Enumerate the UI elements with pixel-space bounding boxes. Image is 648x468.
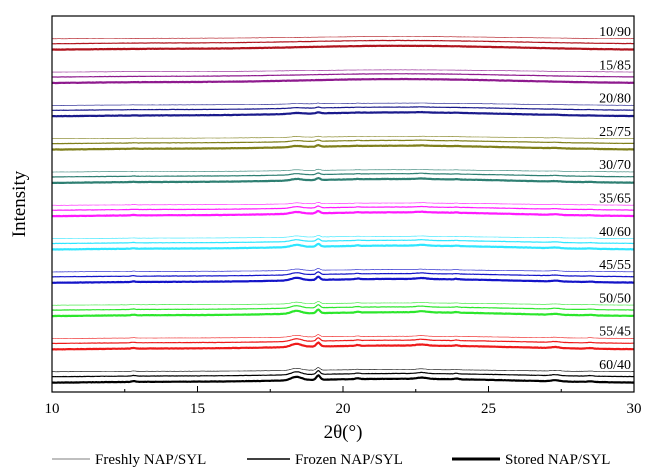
series-line-frozen bbox=[51, 172, 635, 178]
series-group bbox=[51, 268, 635, 284]
composition-label: 15/85 bbox=[599, 58, 631, 73]
composition-label: 40/60 bbox=[599, 225, 631, 240]
series-line-stored bbox=[52, 308, 634, 318]
series-group bbox=[52, 69, 635, 85]
composition-label: 25/75 bbox=[599, 125, 631, 140]
composition-label: 10/90 bbox=[599, 25, 631, 40]
series-line-fresh bbox=[52, 268, 634, 273]
y-axis-title: Intensity bbox=[9, 170, 30, 237]
series-line-stored bbox=[52, 144, 635, 151]
series-group bbox=[51, 135, 635, 151]
series-group bbox=[51, 102, 635, 118]
series-line-stored bbox=[51, 374, 635, 384]
legend: Freshly NAP/SYL Frozen NAP/SYL Stored NAP/… bbox=[52, 452, 610, 468]
series-group bbox=[51, 168, 635, 184]
series-line-fresh bbox=[51, 334, 634, 339]
composition-label: 30/70 bbox=[599, 158, 631, 173]
series-line-fresh bbox=[51, 168, 635, 173]
composition-label: 20/80 bbox=[599, 92, 631, 107]
composition-label: 60/40 bbox=[599, 358, 631, 373]
series-line-frozen bbox=[51, 39, 635, 45]
series-group bbox=[51, 334, 634, 351]
series-line-stored bbox=[51, 341, 634, 351]
series-group bbox=[51, 36, 635, 51]
series-line-stored bbox=[51, 44, 635, 51]
series-line-fresh bbox=[51, 301, 634, 306]
x-tick-label: 30 bbox=[627, 401, 642, 417]
legend-label: Frozen NAP/SYL bbox=[295, 452, 403, 468]
composition-label: 55/45 bbox=[599, 325, 631, 340]
series-layer bbox=[51, 36, 635, 384]
series-group bbox=[51, 235, 635, 251]
x-tick-label: 25 bbox=[481, 401, 496, 417]
legend-label: Freshly NAP/SYL bbox=[95, 452, 206, 468]
composition-label: 50/50 bbox=[599, 291, 631, 306]
series-group bbox=[51, 301, 634, 318]
series-line-frozen bbox=[52, 337, 634, 345]
series-line-stored bbox=[52, 77, 635, 85]
series-group bbox=[51, 367, 635, 384]
composition-label: 45/55 bbox=[599, 258, 631, 273]
series-line-frozen bbox=[51, 271, 635, 278]
series-line-fresh bbox=[52, 69, 634, 73]
series-line-stored bbox=[52, 177, 635, 184]
series-line-stored bbox=[51, 242, 635, 251]
series-line-stored bbox=[51, 210, 634, 218]
x-axis-ticks: 10 15 20 25 30 bbox=[45, 386, 642, 417]
series-line-frozen bbox=[51, 139, 634, 145]
composition-labels: 10/90 15/85 20/80 25/75 30/70 35/65 40/60 45/55… bbox=[599, 25, 631, 373]
series-line-fresh bbox=[51, 235, 634, 239]
series-line-frozen bbox=[52, 205, 635, 211]
series-line-frozen bbox=[52, 106, 634, 111]
series-group bbox=[51, 202, 635, 218]
composition-label: 35/65 bbox=[599, 192, 631, 207]
plot-frame bbox=[51, 15, 635, 393]
series-line-fresh bbox=[51, 367, 635, 373]
x-tick-label: 10 bbox=[45, 401, 60, 417]
series-line-fresh bbox=[51, 102, 635, 106]
series-line-stored bbox=[51, 110, 635, 118]
series-line-fresh bbox=[51, 36, 635, 40]
series-line-fresh bbox=[51, 202, 635, 206]
series-line-frozen bbox=[51, 370, 635, 378]
series-line-stored bbox=[51, 275, 635, 284]
x-axis-title: 2θ(°) bbox=[324, 422, 363, 443]
series-line-frozen bbox=[51, 304, 634, 311]
x-tick-label: 15 bbox=[190, 401, 205, 417]
series-line-frozen bbox=[52, 73, 635, 78]
series-line-fresh bbox=[51, 135, 634, 140]
x-tick-label: 20 bbox=[336, 401, 351, 417]
legend-label: Stored NAP/SYL bbox=[505, 452, 610, 468]
series-line-frozen bbox=[52, 238, 635, 245]
